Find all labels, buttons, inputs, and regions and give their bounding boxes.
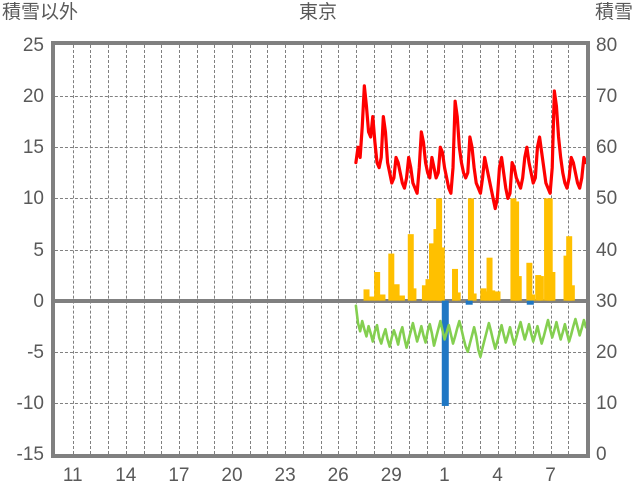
bar xyxy=(546,198,553,301)
y-axis-tick-right: 50 xyxy=(596,188,618,210)
x-axis-tick: 17 xyxy=(168,465,190,486)
gridline-vertical xyxy=(214,45,216,454)
y-axis-tick-left: 5 xyxy=(33,239,44,261)
bar xyxy=(363,289,370,301)
gridline-vertical xyxy=(497,45,499,454)
bar xyxy=(489,290,496,301)
y-axis-tick-right: 20 xyxy=(596,341,618,363)
gridline-vertical xyxy=(338,45,340,454)
bar xyxy=(549,272,556,301)
gridline-vertical xyxy=(72,45,74,454)
bar xyxy=(429,243,436,301)
gridline-vertical xyxy=(90,45,92,454)
bar xyxy=(526,262,533,301)
right-axis-title: 積雪 xyxy=(594,2,633,23)
y-axis-tick-left: -5 xyxy=(27,341,44,363)
plot-area xyxy=(55,45,586,454)
x-axis-tick: 7 xyxy=(545,465,556,486)
gridline-vertical xyxy=(462,45,464,454)
gridline-vertical xyxy=(267,45,269,454)
bar xyxy=(398,295,405,301)
y-axis-tick-left: 0 xyxy=(33,290,44,312)
y-axis-tick-right: 70 xyxy=(596,86,618,108)
data-line xyxy=(354,84,586,211)
gridline-vertical xyxy=(232,45,233,454)
gridline-vertical xyxy=(373,45,375,454)
bar xyxy=(515,276,522,301)
y-axis-tick-left: 10 xyxy=(22,188,44,210)
gridline-vertical xyxy=(391,45,393,454)
x-axis-tick: 11 xyxy=(62,465,83,486)
y-axis-tick-left: -15 xyxy=(16,444,44,465)
y-axis-tick-right: 0 xyxy=(596,444,607,465)
x-axis-tick: 23 xyxy=(274,465,296,486)
bar xyxy=(529,294,536,301)
bar xyxy=(438,247,445,301)
red-upper-line xyxy=(354,84,586,211)
data-line xyxy=(354,304,586,359)
bar xyxy=(465,300,473,305)
gridline-vertical xyxy=(355,45,357,454)
gridline-vertical xyxy=(479,45,481,454)
y-axis-tick-right: 10 xyxy=(596,392,618,414)
gridline-vertical xyxy=(161,45,163,454)
y-axis-tick-right: 30 xyxy=(596,290,618,312)
gridline-vertical xyxy=(108,45,110,454)
page-title: 東京 xyxy=(298,2,337,23)
bar xyxy=(407,234,414,301)
x-axis-tick: 1 xyxy=(439,465,450,486)
bar xyxy=(393,284,400,301)
y-axis-tick-left: 20 xyxy=(22,86,44,108)
bar xyxy=(494,291,501,301)
bar xyxy=(379,294,386,301)
gridline-vertical xyxy=(125,45,127,454)
bar xyxy=(388,253,395,301)
bar xyxy=(452,268,459,301)
bar xyxy=(470,293,477,301)
bar xyxy=(568,285,575,301)
bar xyxy=(467,198,474,301)
bar xyxy=(537,276,544,301)
gridline-vertical xyxy=(285,45,287,454)
bar xyxy=(486,257,493,301)
gridline-vertical xyxy=(143,45,145,454)
blue-snow-bars xyxy=(441,300,534,406)
bar xyxy=(480,288,487,301)
y-axis-tick-left: -10 xyxy=(16,392,44,414)
bar xyxy=(526,300,534,305)
bar xyxy=(421,285,428,301)
gridline-vertical xyxy=(196,45,198,454)
x-axis-tick: 20 xyxy=(221,465,243,486)
gridline-vertical xyxy=(302,45,304,454)
bar xyxy=(425,279,432,301)
x-axis-tick: 26 xyxy=(327,465,349,486)
gridline-vertical xyxy=(249,45,251,454)
y-axis-tick-right: 60 xyxy=(596,137,618,159)
x-axis-tick: 4 xyxy=(492,465,503,486)
gridline-vertical xyxy=(444,45,446,454)
series-layer xyxy=(354,84,586,406)
gridline-vertical xyxy=(532,45,534,454)
orange-precip-bars xyxy=(363,198,575,301)
bar xyxy=(566,236,573,301)
y-axis-tick-left: 15 xyxy=(22,137,44,159)
y-axis-tick-left: 25 xyxy=(22,35,44,56)
y-axis-tick-right: 40 xyxy=(596,239,618,261)
bar xyxy=(441,300,449,406)
bar xyxy=(513,201,520,301)
green-lower-line xyxy=(354,304,586,359)
x-axis-tick: 29 xyxy=(380,465,402,486)
left-axis-title: 積雪以外 xyxy=(2,2,79,23)
x-axis-tick: 14 xyxy=(115,465,137,486)
bar xyxy=(410,288,417,301)
gridline-vertical xyxy=(320,45,322,454)
gridline-vertical xyxy=(178,45,180,454)
bar xyxy=(368,296,375,301)
gridline-vertical xyxy=(426,45,428,454)
y-axis-tick-right: 80 xyxy=(596,35,618,56)
bar xyxy=(454,292,461,301)
bar xyxy=(374,272,381,301)
